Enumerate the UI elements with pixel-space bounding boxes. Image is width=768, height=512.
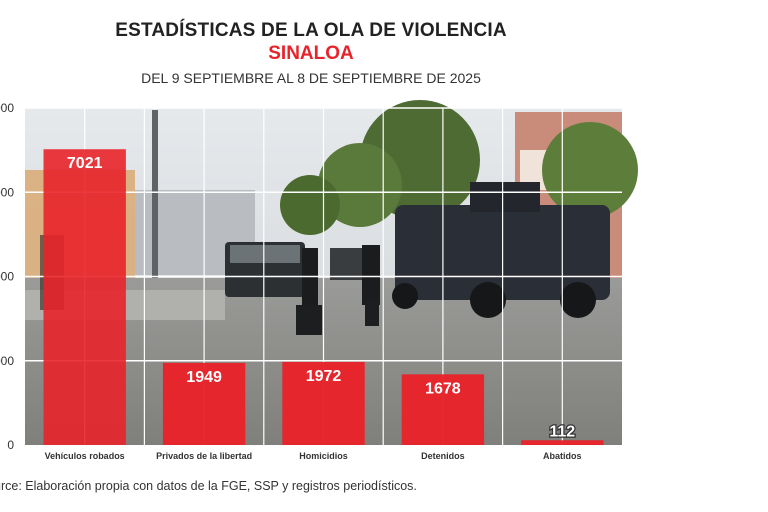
data-label: 1972: [306, 368, 342, 385]
data-label: 1949: [186, 369, 222, 386]
bar-1: [43, 149, 126, 446]
y-tick-label: 000: [0, 185, 14, 199]
chart-title: ESTADÍSTICAS DE LA OLA DE VIOLENCIA: [115, 20, 507, 41]
y-tick-label: 000: [0, 270, 14, 284]
source-note: urce: Elaboración propia con datos de la…: [0, 479, 417, 493]
y-tick-label: 000: [0, 101, 14, 115]
x-tick-label: Detenidos: [421, 451, 465, 461]
y-tick-label: 0: [7, 438, 14, 452]
bar-3: [282, 361, 365, 445]
x-tick-label: Homicidios: [299, 451, 348, 461]
x-tick-label: Vehículos robados: [45, 451, 125, 461]
data-label: 1678: [425, 380, 461, 397]
date-range: DEL 9 SEPTIEMBRE AL 8 DE SEPTIEMBRE DE 2…: [141, 70, 481, 86]
y-tick-label: 000: [0, 354, 14, 368]
x-tick-label: Abatidos: [543, 451, 582, 461]
data-label: 112: [549, 423, 575, 440]
bar-5: [521, 440, 604, 445]
x-tick-label: Privados de la libertad: [156, 451, 252, 461]
data-label: 7021: [67, 155, 103, 172]
bar-2: [162, 362, 246, 445]
bar-4: [401, 374, 485, 445]
chart-subtitle: SINALOA: [268, 43, 354, 64]
